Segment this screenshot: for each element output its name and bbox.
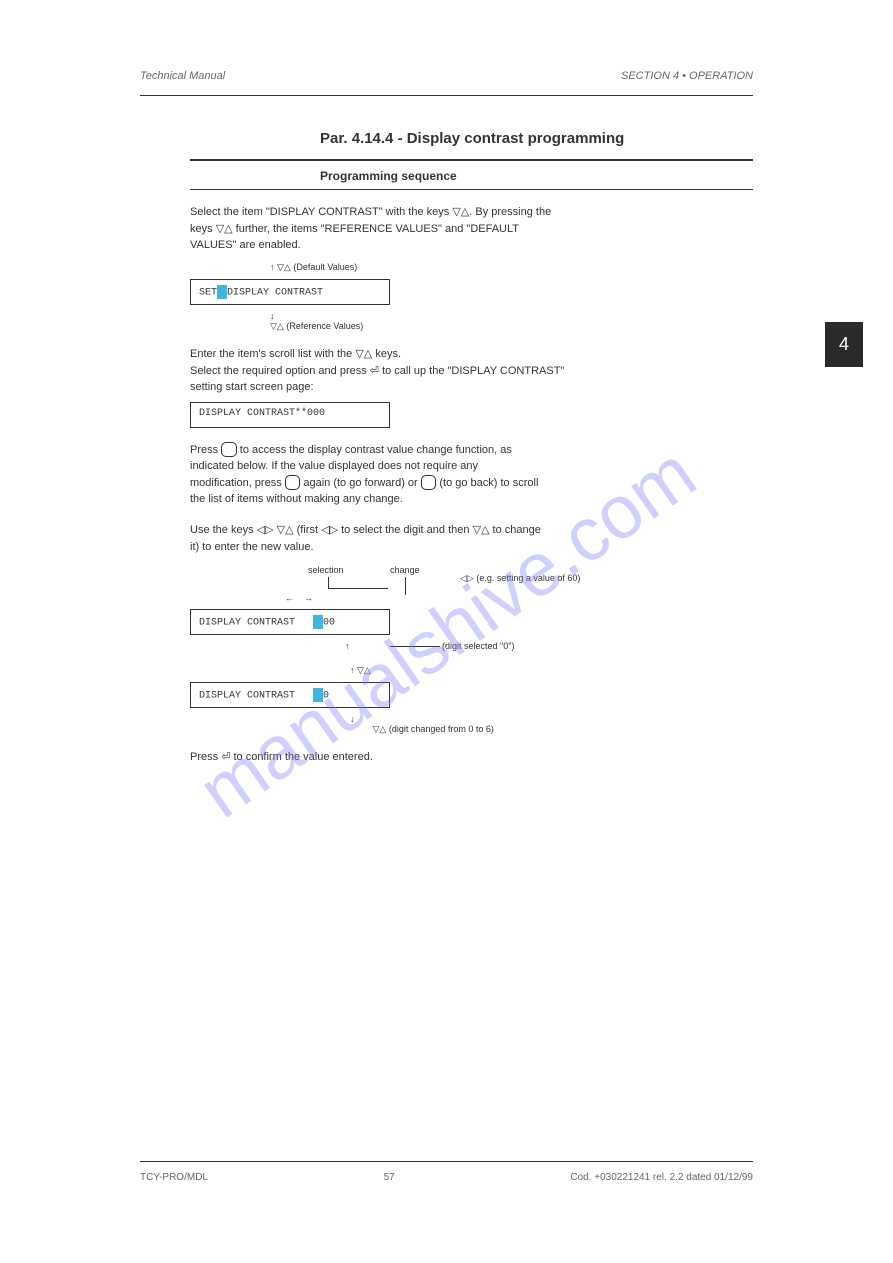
up-down-icon: ▽△ — [277, 262, 291, 273]
selection-label: selection — [308, 565, 344, 575]
arrow-lr-row: ← → — [190, 593, 753, 603]
up-down-icon: ▽△ — [373, 724, 387, 735]
enter-key-icon — [285, 475, 301, 490]
diagram-2-below: ↑ (digit selected "0") — [190, 641, 753, 651]
lcd-display-1: SETDISPLAY CONTRAST — [190, 279, 390, 305]
lcd-display-3: DISPLAY CONTRAST 00 — [190, 609, 390, 635]
step3-text: Press to access the display contrast val… — [190, 442, 753, 508]
up-down-icon: ▽△ — [270, 321, 284, 332]
footer-rule — [140, 1161, 753, 1162]
footer-code: Cod. +030221241 rel. 2.2 dated 01/12/99 — [570, 1172, 753, 1183]
header-rule — [140, 95, 753, 96]
cursor-icon — [217, 285, 227, 299]
header-right: SECTION 4 • OPERATION — [621, 70, 753, 82]
page-footer: TCY-PRO/MDL 57 Cod. +030221241 rel. 2.2 … — [140, 1161, 753, 1183]
header-left: Technical Manual — [140, 70, 225, 82]
section-title: Par. 4.14.4 - Display contrast programmi… — [320, 130, 753, 147]
up-down-icon: ▽△ — [355, 346, 372, 363]
change-label: change — [390, 565, 420, 575]
up-down-icon: ▽△ — [452, 204, 469, 221]
footer-model: TCY-PRO/MDL — [140, 1172, 208, 1183]
enter-icon: ⏎ — [221, 749, 230, 766]
up-down-icon: ▽△ — [357, 665, 371, 676]
step1-text: Select the item "DISPLAY CONTRAST" with … — [190, 204, 753, 254]
step2-text: Enter the item's scroll list with the ▽△… — [190, 346, 753, 396]
lcd-display-2: DISPLAY CONTRAST**000 — [190, 402, 390, 428]
cursor-icon — [313, 615, 323, 629]
left-right-icon: ◁▷ — [460, 573, 474, 584]
left-right-icon: ◁▷ — [257, 522, 274, 539]
cursor-icon — [313, 688, 323, 702]
subtitle-rule — [190, 189, 753, 190]
diagram-2-labels: selection change ◁▷ (e.g. setting a valu… — [190, 565, 753, 593]
lcd-display-4: DISPLAY CONTRAST 0 — [190, 682, 390, 708]
up-down-icon: ▽△ — [216, 221, 233, 238]
chapter-tab: 4 — [825, 322, 863, 367]
diagram-1b: ↓▽△ (Reference Values) — [190, 311, 753, 332]
section-subtitle: Programming sequence — [320, 169, 753, 183]
step4-text: Use the keys ◁▷ ▽△ (first ◁▷ to select t… — [190, 522, 753, 555]
diagram-3-below: ↓ ▽△ (digit changed from 0 to 6) — [190, 714, 753, 735]
up-down-icon: ▽△ — [277, 522, 294, 539]
step5-text: Press ⏎ to confirm the value entered. — [190, 749, 753, 766]
title-rule — [190, 159, 753, 161]
main-content: Par. 4.14.4 - Display contrast programmi… — [140, 130, 753, 770]
enter-icon: ⏎ — [370, 363, 379, 380]
diagram-1: ↑ ▽△ (Default Values) — [190, 262, 753, 273]
diagram-3-above: ↑ ▽△ — [190, 665, 753, 676]
page-header: Technical Manual SECTION 4 • OPERATION — [140, 70, 753, 82]
left-right-icon: ◁▷ — [321, 522, 338, 539]
back-key-icon — [421, 475, 437, 490]
footer-page: 57 — [384, 1172, 395, 1183]
up-down-icon: ▽△ — [473, 522, 490, 539]
enter-key-icon — [221, 442, 237, 457]
